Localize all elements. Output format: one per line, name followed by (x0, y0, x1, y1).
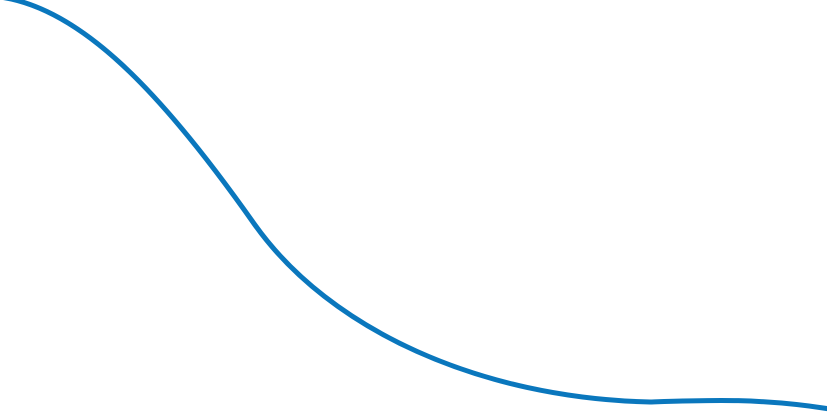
decorative-wave-curve (2, 0, 827, 412)
decorative-curve-canvas (2, 0, 827, 412)
